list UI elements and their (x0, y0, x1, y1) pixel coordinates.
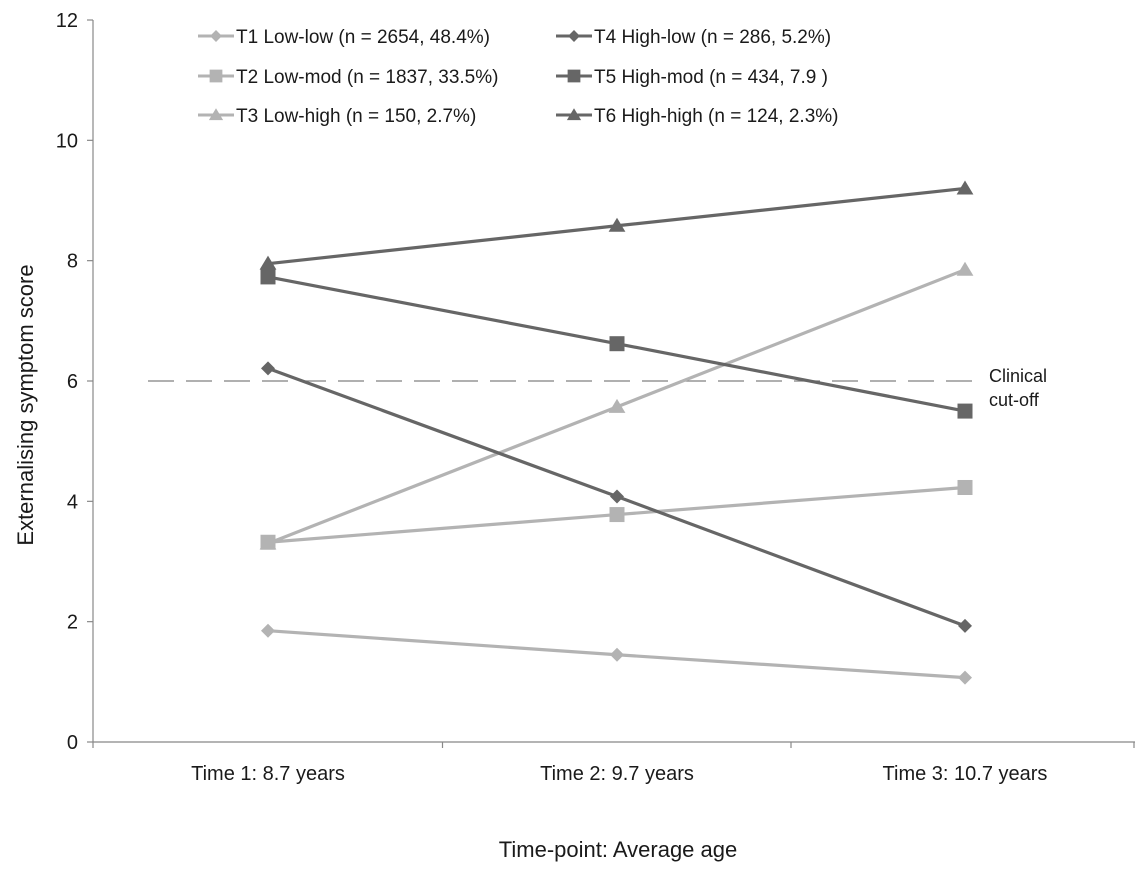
x-tick-label: Time 2: 9.7 years (540, 763, 694, 785)
y-tick-label: 2 (67, 612, 78, 634)
legend-marker-t3 (208, 108, 224, 121)
legend-marker-t5 (567, 69, 581, 83)
data-point-t3 (608, 398, 626, 413)
y-tick-label: 10 (56, 130, 78, 152)
series-group (259, 180, 974, 685)
data-point-t6 (608, 217, 626, 232)
data-point-t1 (610, 647, 624, 662)
legend-marker-t4 (568, 30, 580, 42)
y-tick-label: 8 (67, 251, 78, 273)
data-point-t4 (610, 489, 624, 504)
legend: T1 Low-low (n = 2654, 48.4%) T2 Low-mod (… (198, 27, 839, 127)
clinical-cutoff-label: Clinical (989, 366, 1047, 386)
data-point-t3 (259, 535, 277, 550)
y-tick-label: 0 (67, 732, 78, 754)
data-point-t6 (956, 180, 974, 195)
data-point-t5 (609, 336, 625, 352)
legend-label-t3: T3 Low-high (n = 150, 2.7%) (236, 106, 476, 127)
x-axis-title: Time-point: Average age (499, 837, 737, 862)
y-axis-title: Externalising symptom score (13, 264, 38, 545)
axes-group: 0 2 4 6 8 10 12 Time 1: 8.7 years Time 2: 9.7 ye… (56, 10, 1135, 785)
data-point-t6 (259, 255, 277, 270)
data-point-t2 (957, 479, 973, 495)
data-point-t5 (260, 269, 276, 285)
x-tick-label: Time 3: 10.7 years (883, 763, 1048, 785)
data-point-t4 (261, 361, 275, 376)
legend-label-t4: T4 High-low (n = 286, 5.2%) (594, 27, 831, 48)
y-tick-label: 6 (67, 371, 78, 393)
legend-marker-t1 (210, 30, 222, 42)
data-point-t2 (609, 507, 625, 523)
data-point-t1 (958, 670, 972, 685)
legend-label-t5: T5 High-mod (n = 434, 7.9 ) (594, 67, 828, 88)
data-point-t3 (956, 261, 974, 276)
legend-marker-t6 (566, 108, 582, 121)
data-point-t5 (957, 403, 973, 419)
legend-marker-t2 (209, 69, 223, 83)
y-tick-label: 4 (67, 491, 78, 513)
clinical-cutoff-label: cut-off (989, 390, 1040, 410)
legend-label-t1: T1 Low-low (n = 2654, 48.4%) (236, 27, 490, 48)
y-tick-label: 12 (56, 10, 78, 32)
legend-label-t2: T2 Low-mod (n = 1837, 33.5%) (236, 67, 498, 88)
data-point-t1 (261, 623, 275, 638)
reference-line-group: Clinical cut-off (148, 366, 1047, 410)
x-tick-label: Time 1: 8.7 years (191, 763, 345, 785)
data-point-t4 (958, 618, 972, 633)
legend-label-t6: T6 High-high (n = 124, 2.3%) (594, 106, 839, 127)
